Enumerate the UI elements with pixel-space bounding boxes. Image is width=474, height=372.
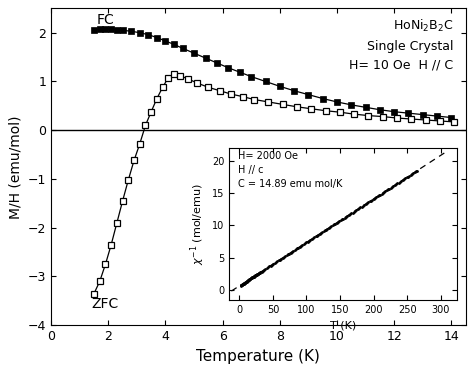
Text: ZFC: ZFC <box>91 297 118 311</box>
X-axis label: Temperature (K): Temperature (K) <box>196 349 320 364</box>
Text: HoNi$_2$B$_2$C
Single Crystal
H= 10 Oe  H // C: HoNi$_2$B$_2$C Single Crystal H= 10 Oe H… <box>349 18 453 72</box>
Text: FC: FC <box>97 13 115 27</box>
Y-axis label: M/H (emu/mol): M/H (emu/mol) <box>9 115 22 218</box>
